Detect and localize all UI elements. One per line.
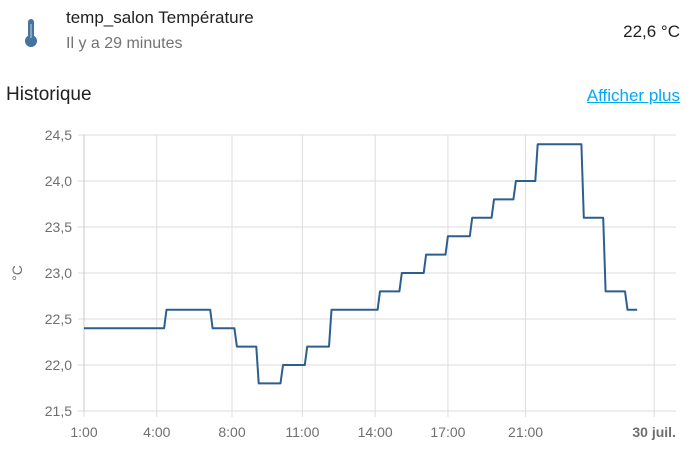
history-chart[interactable]: 24,5 24,0 23,5 23,0 22,5 22,0 21,5 1:00 4:00 8:00… (0, 115, 690, 454)
thermometer-icon (25, 19, 37, 47)
x-tick-label: 30 juil. (632, 424, 676, 440)
x-tick-label: 1:00 (70, 424, 97, 440)
x-tick-label: 4:00 (143, 424, 170, 440)
last-changed-text: Il y a 29 minutes (66, 35, 183, 52)
x-tick-label: 14:00 (358, 424, 393, 440)
y-tick-label: 22,5 (45, 311, 72, 327)
history-title: Historique (6, 84, 92, 105)
y-axis-label: °C (9, 265, 25, 281)
y-tick-label: 22,0 (45, 357, 72, 373)
x-tick-label: 17:00 (430, 424, 465, 440)
entity-state: 22,6 °C (623, 22, 680, 41)
y-tick-label: 24,5 (45, 127, 72, 143)
y-tick-label: 21,5 (45, 403, 72, 419)
x-tick-label: 11:00 (285, 424, 319, 440)
y-tick-label: 23,5 (45, 219, 72, 235)
temperature-series-line[interactable] (84, 143, 638, 385)
y-tick-label: 24,0 (45, 173, 72, 189)
y-tick-label: 23,0 (45, 265, 72, 281)
show-more-link[interactable]: Afficher plus (586, 86, 680, 105)
entity-name: temp_salon Température (66, 8, 254, 27)
x-tick-label: 21:00 (508, 424, 543, 440)
entity-row[interactable]: temp_salon Température Il y a 29 minutes… (0, 0, 690, 62)
x-tick-label: 8:00 (218, 424, 245, 440)
